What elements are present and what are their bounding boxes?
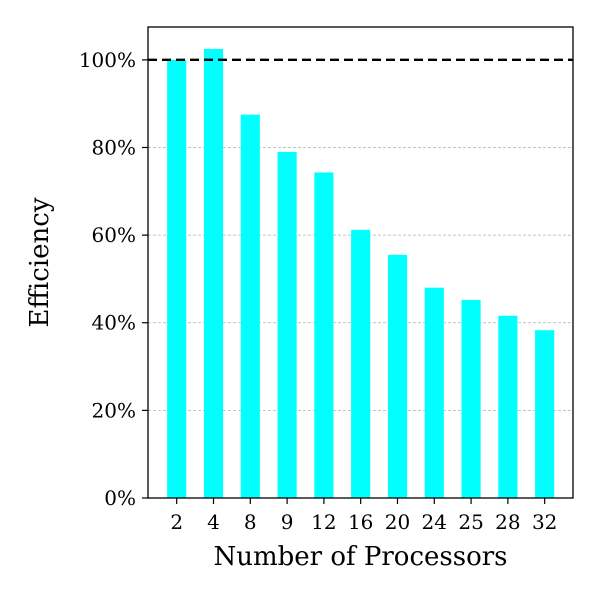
- bars: [167, 48, 555, 499]
- bar-32: [535, 330, 555, 498]
- bar-20: [387, 254, 408, 498]
- x-tick-label-16: 16: [348, 510, 373, 534]
- y-tick-label-0: 0%: [104, 486, 136, 510]
- bar-9: [277, 151, 297, 499]
- y-tick-label-20: 20%: [92, 398, 136, 422]
- y-axis-title: Efficiency: [25, 197, 55, 327]
- bar-25: [461, 299, 481, 498]
- x-axis-ticks: 2 4 8 9 12 16 20 24 25 28 32: [170, 498, 557, 534]
- bar-24: [424, 287, 444, 498]
- x-tick-label-28: 28: [495, 510, 520, 534]
- bar-28: [498, 315, 518, 498]
- y-tick-label-60: 60%: [92, 223, 136, 247]
- y-tick-label-100: 100%: [79, 48, 136, 72]
- bar-2: [167, 59, 187, 498]
- x-tick-label-25: 25: [458, 510, 483, 534]
- x-axis-title: Number of Processors: [213, 542, 507, 572]
- x-tick-label-24: 24: [422, 510, 447, 534]
- y-tick-label-80: 80%: [92, 135, 136, 159]
- x-tick-label-32: 32: [532, 510, 557, 534]
- x-tick-label-2: 2: [170, 510, 183, 534]
- bar-12: [314, 172, 334, 498]
- x-tick-label-12: 12: [311, 510, 336, 534]
- x-tick-label-9: 9: [281, 510, 294, 534]
- x-tick-label-8: 8: [244, 510, 257, 534]
- bar-16: [351, 229, 371, 498]
- bar-4: [203, 48, 224, 498]
- x-tick-label-20: 20: [385, 510, 410, 534]
- y-axis-ticks: 0% 20% 40% 60% 80% 100%: [79, 48, 148, 510]
- x-tick-label-4: 4: [207, 510, 220, 534]
- y-tick-label-40: 40%: [92, 311, 136, 335]
- bar-8: [240, 114, 260, 499]
